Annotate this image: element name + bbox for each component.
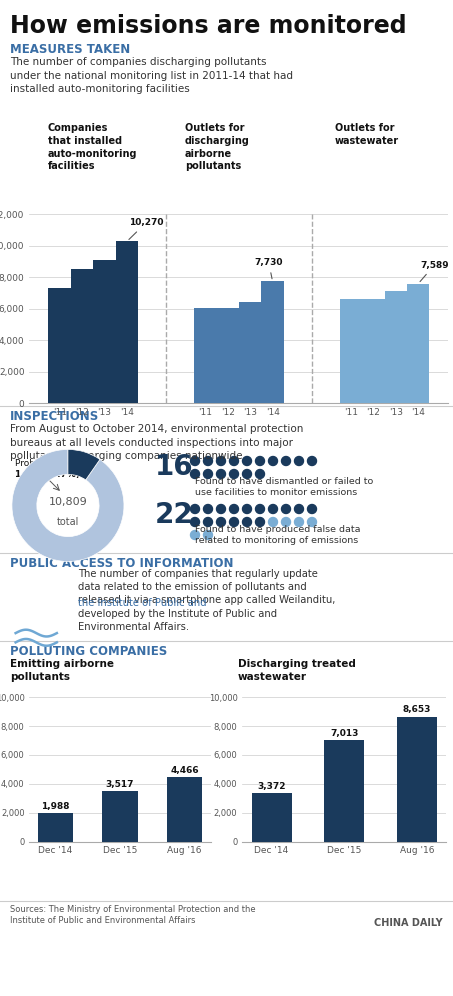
Bar <box>251 793 292 842</box>
Bar <box>102 791 138 842</box>
Circle shape <box>230 518 238 527</box>
Circle shape <box>242 469 251 478</box>
Bar <box>397 717 437 842</box>
Circle shape <box>191 531 199 540</box>
Circle shape <box>242 518 251 527</box>
Circle shape <box>203 456 212 465</box>
Circle shape <box>242 505 251 514</box>
Circle shape <box>294 505 304 514</box>
Text: Emitting airborne
pollutants: Emitting airborne pollutants <box>10 659 114 682</box>
Bar <box>407 284 429 403</box>
Text: Outlets for
wastewater: Outlets for wastewater <box>335 123 399 145</box>
Text: Found to have produced false data
related to monitoring of emissions: Found to have produced false data relate… <box>195 525 361 546</box>
Circle shape <box>242 456 251 465</box>
Text: the Institute of Public and: the Institute of Public and <box>78 598 207 608</box>
Text: 10,270: 10,270 <box>129 218 163 239</box>
Text: Companies
that installed
auto-monitoring
facilities: Companies that installed auto-monitoring… <box>48 123 138 171</box>
Text: 1,988: 1,988 <box>41 802 70 811</box>
Text: POLLUTING COMPANIES: POLLUTING COMPANIES <box>10 645 167 658</box>
Circle shape <box>269 456 278 465</box>
Text: Outlets for
discharging
airborne
pollutants: Outlets for discharging airborne polluta… <box>185 123 250 171</box>
Text: 7,013: 7,013 <box>330 729 358 738</box>
Circle shape <box>217 518 226 527</box>
Text: 8,653: 8,653 <box>403 705 431 714</box>
Circle shape <box>217 505 226 514</box>
Text: INSPECTIONS: INSPECTIONS <box>10 410 99 423</box>
Text: Problems found: Problems found <box>15 459 86 468</box>
Circle shape <box>191 518 199 527</box>
Text: The number of companies discharging pollutants
under the national monitoring lis: The number of companies discharging poll… <box>10 57 293 95</box>
Circle shape <box>308 456 317 465</box>
Bar <box>167 777 202 842</box>
Text: CHINA DAILY: CHINA DAILY <box>374 918 443 928</box>
Circle shape <box>281 456 290 465</box>
Circle shape <box>11 594 35 619</box>
Bar <box>38 813 73 842</box>
Text: 4,466: 4,466 <box>170 766 199 775</box>
Circle shape <box>230 456 238 465</box>
Text: 3,517: 3,517 <box>106 780 134 789</box>
Bar <box>239 302 261 403</box>
Text: Found to have dismantled or failed to
use facilities to monitor emissions: Found to have dismantled or failed to us… <box>195 477 373 497</box>
Circle shape <box>203 531 212 540</box>
Bar <box>217 309 239 403</box>
Text: From August to October 2014, environmental protection
bureaus at all levels cond: From August to October 2014, environment… <box>10 424 304 461</box>
Circle shape <box>191 456 199 465</box>
Circle shape <box>230 505 238 514</box>
Circle shape <box>35 594 58 619</box>
Bar <box>324 740 364 842</box>
Wedge shape <box>68 449 100 480</box>
Circle shape <box>191 469 199 478</box>
Circle shape <box>255 505 265 514</box>
Text: Discharging treated
wastewater: Discharging treated wastewater <box>238 659 356 682</box>
Text: 3,372: 3,372 <box>257 782 286 791</box>
Text: How emissions are monitored: How emissions are monitored <box>10 14 407 38</box>
Text: 22: 22 <box>155 501 194 529</box>
Circle shape <box>203 505 212 514</box>
Bar <box>362 300 385 403</box>
Bar <box>93 260 116 403</box>
Circle shape <box>308 518 317 527</box>
Circle shape <box>281 518 290 527</box>
Bar <box>116 241 138 403</box>
Text: 7,730: 7,730 <box>255 258 283 279</box>
Circle shape <box>203 518 212 527</box>
Text: 10,809: 10,809 <box>48 497 87 507</box>
Circle shape <box>281 505 290 514</box>
Circle shape <box>294 518 304 527</box>
Text: The number of companies that regularly update
data related to the emission of po: The number of companies that regularly u… <box>78 569 335 631</box>
Bar <box>71 269 93 403</box>
Bar <box>48 288 71 403</box>
Wedge shape <box>12 449 124 562</box>
Circle shape <box>294 456 304 465</box>
Circle shape <box>20 600 50 630</box>
Circle shape <box>255 518 265 527</box>
Text: PUBLIC ACCESS TO INFORMATION: PUBLIC ACCESS TO INFORMATION <box>10 557 233 570</box>
Circle shape <box>203 469 212 478</box>
Text: MEASURES TAKEN: MEASURES TAKEN <box>10 43 130 56</box>
Circle shape <box>20 585 50 616</box>
Bar <box>261 282 284 403</box>
Circle shape <box>217 469 226 478</box>
Circle shape <box>308 505 317 514</box>
Circle shape <box>255 456 265 465</box>
Circle shape <box>269 505 278 514</box>
Text: 1,044 (9.7%): 1,044 (9.7%) <box>15 470 80 479</box>
Circle shape <box>269 518 278 527</box>
Circle shape <box>217 456 226 465</box>
Text: 16: 16 <box>155 453 193 481</box>
Bar <box>194 308 217 403</box>
Circle shape <box>230 469 238 478</box>
Text: 7,589: 7,589 <box>420 261 449 282</box>
Bar <box>385 292 407 403</box>
Text: Sources: The Ministry of Environmental Protection and the
Institute of Public an: Sources: The Ministry of Environmental P… <box>10 905 255 925</box>
Bar <box>340 300 362 403</box>
Circle shape <box>255 469 265 478</box>
Text: total: total <box>57 517 79 527</box>
Circle shape <box>191 505 199 514</box>
